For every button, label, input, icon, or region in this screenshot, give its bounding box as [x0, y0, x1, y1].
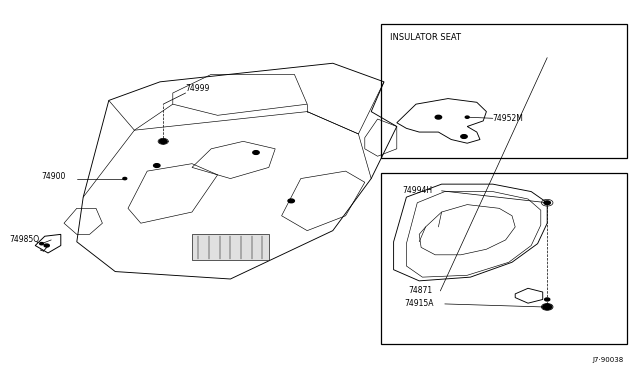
Circle shape	[545, 298, 550, 301]
Circle shape	[465, 116, 469, 118]
Text: 74871: 74871	[408, 286, 433, 295]
Text: 74994H: 74994H	[402, 186, 432, 195]
Circle shape	[253, 151, 259, 154]
Bar	[381, 173, 627, 344]
Circle shape	[159, 139, 167, 144]
Circle shape	[154, 164, 160, 167]
Circle shape	[123, 177, 127, 180]
Polygon shape	[192, 234, 269, 260]
Text: INSULATOR SEAT: INSULATOR SEAT	[390, 33, 461, 42]
Text: 74999: 74999	[186, 84, 210, 93]
Circle shape	[544, 201, 550, 205]
Text: 74985Q: 74985Q	[10, 235, 40, 244]
Text: 74952M: 74952M	[493, 114, 524, 123]
Text: 74900: 74900	[42, 172, 66, 181]
Circle shape	[288, 199, 294, 203]
Circle shape	[40, 243, 44, 245]
Text: 74915A: 74915A	[404, 299, 434, 308]
Circle shape	[435, 115, 442, 119]
Circle shape	[543, 304, 552, 310]
Circle shape	[461, 135, 467, 138]
Circle shape	[44, 244, 49, 247]
Bar	[381, 24, 627, 158]
Text: J7·90038: J7·90038	[593, 357, 624, 363]
